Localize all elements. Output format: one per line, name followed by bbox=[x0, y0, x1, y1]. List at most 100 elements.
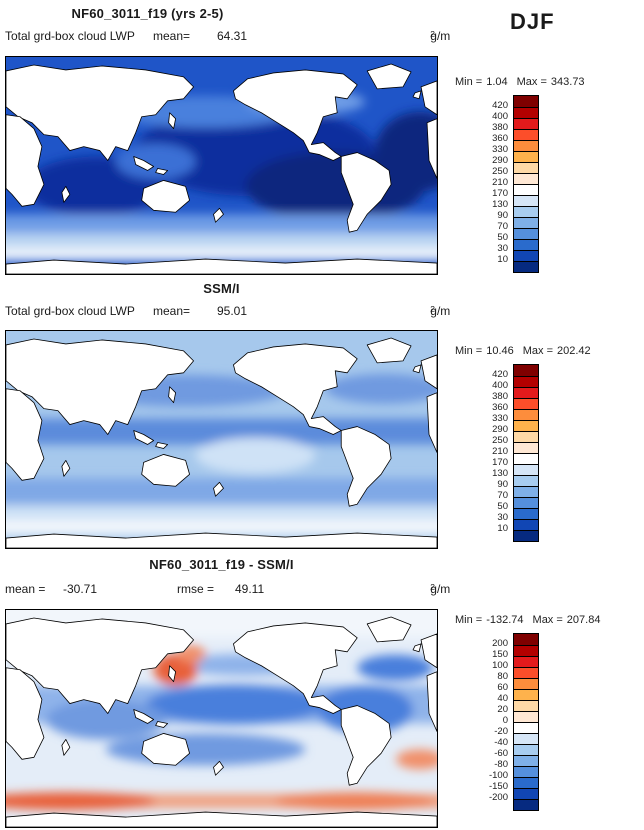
colorbar-tick-label: 20 bbox=[497, 704, 508, 715]
colorbar-segment bbox=[514, 217, 538, 228]
panel-2-field-label: Total grd-box cloud LWP bbox=[5, 304, 135, 318]
panel-3-title: NF60_3011_f19 - SSM/I bbox=[149, 557, 294, 572]
panel-1-mean-label: mean= bbox=[153, 29, 191, 43]
colorbar-tick-label: -60 bbox=[494, 748, 508, 759]
colorbar-segment bbox=[514, 519, 538, 530]
colorbar-segment bbox=[514, 206, 538, 217]
colorbar-segment bbox=[514, 228, 538, 239]
colorbar-segment bbox=[514, 766, 538, 777]
colorbar-segment bbox=[514, 431, 538, 442]
max-value: 207.84 bbox=[566, 614, 601, 626]
colorbar-segment bbox=[514, 195, 538, 206]
colorbar-tick-label: 130 bbox=[492, 468, 508, 479]
colorbar-2: 420 400 380 360 330 290 250 210 170 130 90 70 50 30 10 bbox=[479, 364, 641, 542]
colorbar-tick-label: 150 bbox=[492, 649, 508, 660]
colorbar-segment bbox=[514, 689, 538, 700]
panel-1-subtitle: Total grd-box cloud LWP mean= 64.31 g/m 2 bbox=[5, 29, 451, 45]
colorbar-tick-label: 250 bbox=[492, 166, 508, 177]
colorbar-block-2: Min = 10.46 Max = 202.42 420 400 380 360 330 290… bbox=[455, 345, 641, 542]
colorbar-segment bbox=[514, 376, 538, 387]
min-label: Min = bbox=[455, 76, 483, 88]
minmax-label-2: Min = 10.46 Max = 202.42 bbox=[455, 345, 641, 357]
colorbar-segment bbox=[514, 239, 538, 250]
panel-3-rmse-label: rmse = bbox=[177, 582, 215, 596]
colorbar-tick-label: 30 bbox=[497, 512, 508, 523]
colorbar-tick-label: 200 bbox=[492, 638, 508, 649]
colorbar-segment bbox=[514, 733, 538, 744]
colorbar-segment bbox=[514, 755, 538, 766]
colorbar-tick-label: 290 bbox=[492, 155, 508, 166]
max-label: Max = bbox=[516, 76, 547, 88]
colorbar-tick-label: 420 bbox=[492, 369, 508, 380]
colorbar-segment bbox=[514, 508, 538, 519]
colorbar-segment bbox=[514, 700, 538, 711]
colorbar-segment bbox=[514, 777, 538, 788]
colorbar-tick-label: 40 bbox=[497, 693, 508, 704]
colorbar-tick-label: 10 bbox=[497, 254, 508, 265]
panel-1-mean-value: 64.31 bbox=[217, 29, 248, 43]
colorbar-segment bbox=[514, 96, 538, 107]
colorbar-segment bbox=[514, 799, 538, 810]
colorbar-segment bbox=[514, 118, 538, 129]
colorbar-tick-label: -80 bbox=[494, 759, 508, 770]
colorbar-tick-label: 170 bbox=[492, 457, 508, 468]
colorbar-segment bbox=[514, 722, 538, 733]
colorbar-segment bbox=[514, 151, 538, 162]
colorbar-segment bbox=[514, 788, 538, 799]
colorbar-tick-label: 50 bbox=[497, 501, 508, 512]
colorbar-segment bbox=[514, 656, 538, 667]
colorbar-segment bbox=[514, 107, 538, 118]
colorbar-segment bbox=[514, 634, 538, 645]
panel-2-mean-value: 95.01 bbox=[217, 304, 248, 318]
colorbar-3-ticks: 200 150 100 80 60 40 20 0 -20 -40 -60 -80 -100 -150 -2… bbox=[479, 633, 513, 811]
max-value: 343.73 bbox=[550, 76, 585, 88]
minmax-label-1: Min = 1.04 Max = 343.73 bbox=[455, 76, 641, 88]
colorbar-segment bbox=[514, 497, 538, 508]
world-map-ssmi bbox=[6, 331, 437, 548]
colorbar-tick-label: 50 bbox=[497, 232, 508, 243]
season-label: DJF bbox=[510, 9, 555, 34]
colorbar-tick-label: -40 bbox=[494, 737, 508, 748]
colorbar-tick-label: -20 bbox=[494, 726, 508, 737]
colorbar-block-3: Min = -132.74 Max = 207.84 200 150 100 80 60 40 2… bbox=[455, 614, 641, 811]
colorbar-tick-label: 10 bbox=[497, 523, 508, 534]
colorbar-tick-label: 420 bbox=[492, 100, 508, 111]
colorbar-1-ticks: 420 400 380 360 330 290 250 210 170 130 90 70 50 30 10 bbox=[479, 95, 513, 273]
map-ssmi bbox=[5, 330, 438, 549]
colorbar-2-ticks: 420 400 380 360 330 290 250 210 170 130 90 70 50 30 10 bbox=[479, 364, 513, 542]
panel-2-subtitle: Total grd-box cloud LWP mean= 95.01 g/m 2 bbox=[5, 304, 451, 320]
colorbar-block-1: Min = 1.04 Max = 343.73 420 400 380 360 330 290 2… bbox=[455, 76, 641, 273]
min-value: -132.74 bbox=[486, 614, 524, 626]
colorbar-1: 420 400 380 360 330 290 250 210 170 130 90 70 50 30 10 bbox=[479, 95, 641, 273]
colorbar-2-strip bbox=[513, 364, 539, 542]
colorbar-3: 200 150 100 80 60 40 20 0 -20 -40 -60 -80 -100 -150 -2… bbox=[479, 633, 641, 811]
colorbar-tick-label: 60 bbox=[497, 682, 508, 693]
panel-3-rmse-value: 49.11 bbox=[235, 582, 265, 596]
colorbar-tick-label: 400 bbox=[492, 380, 508, 391]
colorbar-1-strip bbox=[513, 95, 539, 273]
colorbar-segment bbox=[514, 250, 538, 261]
colorbar-segment bbox=[514, 678, 538, 689]
map-difference bbox=[5, 609, 438, 828]
colorbar-tick-label: 210 bbox=[492, 446, 508, 457]
colorbar-segment bbox=[514, 464, 538, 475]
colorbar-segment bbox=[514, 184, 538, 195]
colorbar-segment bbox=[514, 442, 538, 453]
colorbar-segment bbox=[514, 475, 538, 486]
panel-1-units-label: g/m 2 bbox=[430, 29, 451, 43]
colorbar-tick-label: 360 bbox=[492, 402, 508, 413]
colorbar-tick-label: 210 bbox=[492, 177, 508, 188]
panel-1-field-label: Total grd-box cloud LWP bbox=[5, 29, 135, 43]
colorbar-tick-label: 30 bbox=[497, 243, 508, 254]
colorbar-tick-label: 90 bbox=[497, 479, 508, 490]
colorbar-tick-label: 90 bbox=[497, 210, 508, 221]
colorbar-tick-label: -150 bbox=[488, 781, 508, 792]
colorbar-segment bbox=[514, 398, 538, 409]
panel-3-units-label: g/m 2 bbox=[430, 582, 451, 596]
panel-3-mean-value: -30.71 bbox=[63, 582, 98, 596]
max-label: Max = bbox=[532, 614, 563, 626]
colorbar-tick-label: 290 bbox=[492, 424, 508, 435]
map-model bbox=[5, 56, 438, 275]
panel-2-units-label: g/m 2 bbox=[430, 304, 451, 318]
